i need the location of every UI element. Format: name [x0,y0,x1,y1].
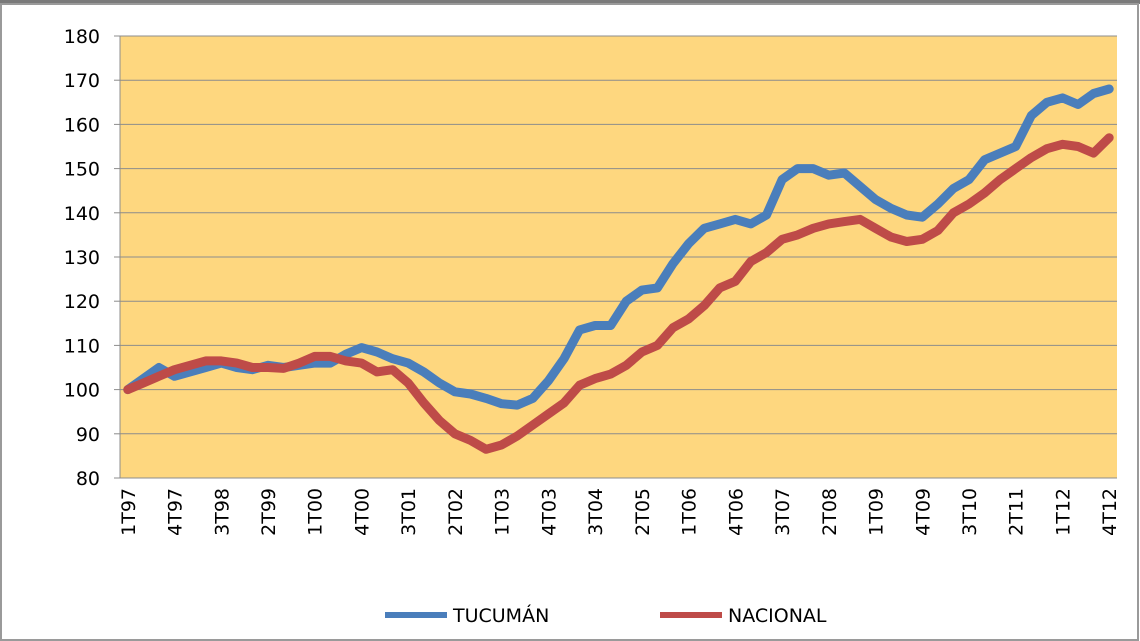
x-tick-label: 3T04 [585,488,607,536]
x-tick-label: 3T98 [211,488,233,536]
x-tick-label: 2T11 [1006,488,1028,536]
y-tick-label: 90 [76,424,100,446]
x-tick-label: 1T09 [866,488,888,536]
series-line [123,133,1114,454]
x-tick-label: 2T02 [445,488,467,536]
x-tick-label: 1T00 [305,488,327,536]
x-tick-label: 2T99 [258,488,280,536]
x-tick-label: 1T06 [679,488,701,536]
x-tick-label: 1T03 [492,488,514,536]
y-tick-label: 130 [64,247,100,269]
y-tick-label: 180 [64,26,100,48]
y-tick-label: 110 [64,335,100,357]
x-tick-label: 4T06 [725,488,747,536]
x-tick-label: 3T01 [398,488,420,536]
x-tick-label: 3T07 [772,488,794,536]
x-tick-label: 1T97 [118,488,140,536]
x-tick-label: 4T97 [165,488,187,536]
y-tick-label: 150 [64,159,100,181]
x-tick-label: 3T10 [959,488,981,536]
y-tick-label: 120 [64,291,100,313]
x-tick-label: 4T03 [538,488,560,536]
y-tick-label: 80 [76,468,100,490]
legend-label: TUCUMÁN [452,604,549,627]
x-tick-label: 2T05 [632,488,654,536]
window-top-border [0,0,1140,4]
x-tick-label: 4T00 [351,488,373,536]
y-tick-label: 100 [64,380,100,402]
x-tick-label: 4T12 [1099,488,1121,536]
legend-label: NACIONAL [728,605,827,627]
x-tick-label: 4T09 [912,488,934,536]
frame [0,3,1139,641]
x-tick-label: 1T12 [1052,488,1074,536]
y-tick-label: 140 [64,203,100,225]
y-tick-label: 160 [64,114,100,136]
y-tick-label: 170 [64,70,100,92]
x-tick-label: 2T08 [819,488,841,536]
